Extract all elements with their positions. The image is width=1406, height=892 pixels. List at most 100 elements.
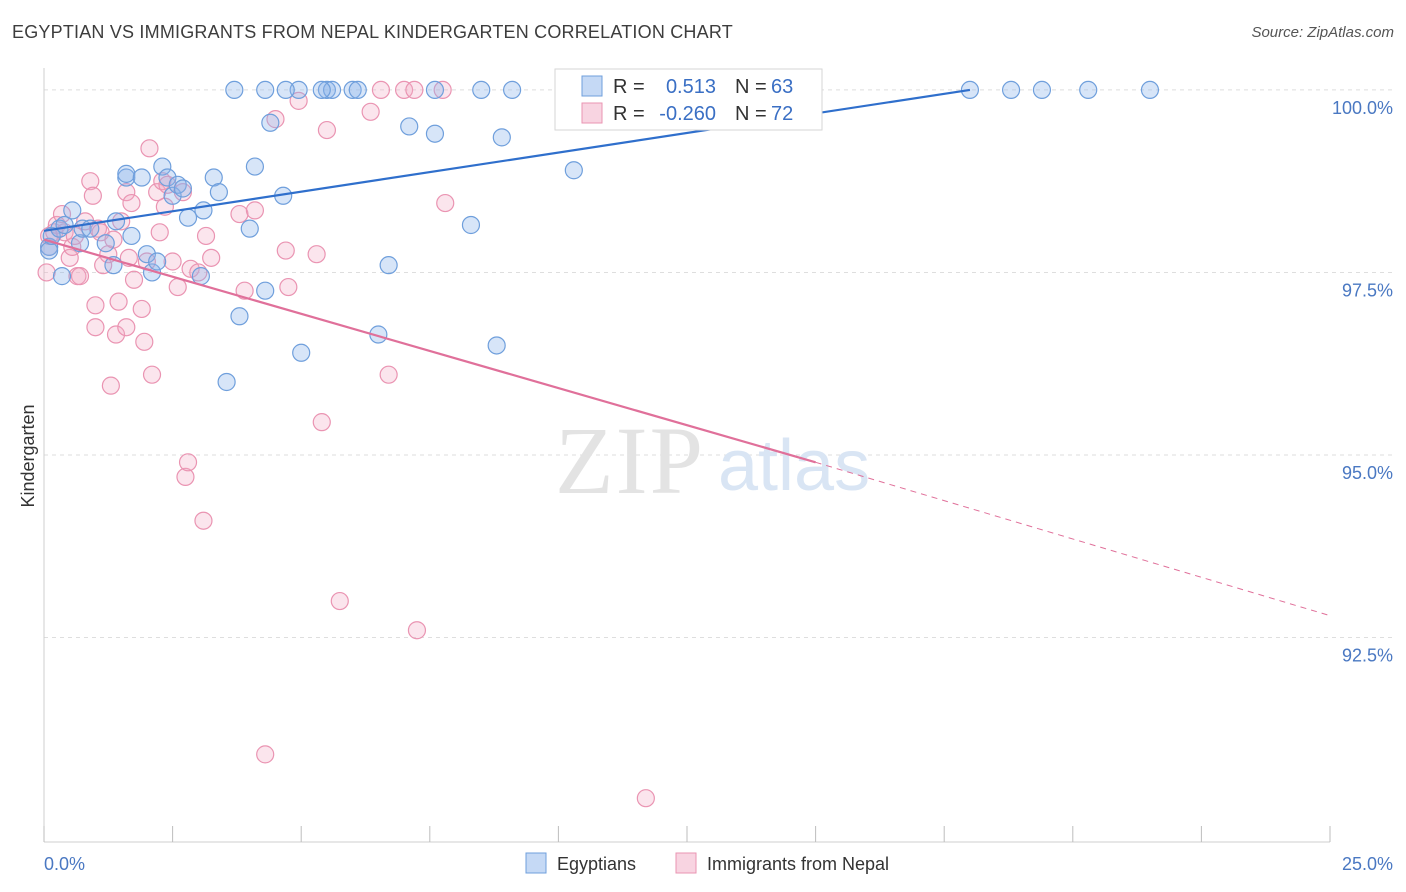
data-point — [348, 80, 367, 100]
axes — [43, 68, 1331, 843]
data-point — [83, 186, 102, 205]
data-point — [86, 296, 105, 315]
data-point — [312, 413, 331, 432]
data-point — [122, 193, 141, 213]
data-point — [86, 318, 105, 337]
data-point — [256, 80, 275, 100]
legend-n-label-1: N = — [735, 76, 767, 98]
data-point — [425, 124, 445, 143]
legend-swatch-blue — [581, 75, 603, 97]
data-point — [407, 621, 427, 640]
data-point — [436, 193, 455, 213]
data-point — [225, 80, 244, 100]
data-point — [503, 80, 522, 100]
data-point — [70, 267, 90, 286]
data-point — [117, 183, 136, 202]
data-point — [178, 453, 198, 472]
data-point — [137, 245, 156, 264]
data-point — [276, 241, 295, 260]
data-point — [158, 175, 177, 194]
data-point — [163, 252, 182, 271]
gridlines — [44, 89, 1393, 639]
chart-title: EGYPTIAN VS IMMIGRANTS FROM NEPAL KINDER… — [12, 22, 733, 42]
data-point — [230, 204, 249, 224]
data-point — [140, 139, 159, 158]
data-point — [276, 80, 295, 100]
data-point — [142, 365, 162, 384]
data-point — [1001, 80, 1021, 100]
data-point — [317, 80, 337, 100]
data-point — [240, 219, 259, 238]
data-point — [433, 80, 452, 100]
series-legend: Egyptians Immigrants from Nepal — [525, 852, 889, 874]
series-egyptians-points — [40, 80, 1160, 392]
data-point — [256, 281, 275, 300]
data-point — [636, 789, 655, 808]
x-tick-label-min: 0.0% — [44, 854, 85, 874]
data-point — [472, 80, 491, 100]
data-point — [1079, 80, 1098, 100]
data-point — [487, 336, 506, 355]
data-point — [1032, 80, 1052, 100]
data-point — [202, 248, 221, 267]
data-point — [96, 234, 115, 253]
legend-egyptians-label: Egyptians — [557, 854, 636, 874]
y-axis-title: Kindergarten — [18, 404, 38, 507]
x-tick-label-max: 25.0% — [1342, 854, 1393, 874]
data-point — [52, 204, 72, 224]
legend-n-label-2: N = — [735, 103, 767, 125]
data-point — [394, 80, 414, 100]
trend-line-egyptians — [43, 88, 971, 232]
data-point — [245, 201, 265, 220]
data-point — [400, 117, 419, 136]
data-point — [109, 292, 128, 311]
data-point — [178, 208, 198, 227]
data-point — [322, 80, 342, 100]
data-point — [194, 511, 213, 530]
data-point — [425, 80, 445, 100]
data-point — [292, 343, 311, 362]
data-point — [235, 281, 254, 300]
data-point — [158, 168, 177, 187]
data-point — [196, 226, 216, 246]
y-tick-label: 95.0% — [1342, 463, 1393, 483]
y-tick-label: 97.5% — [1342, 280, 1393, 300]
legend-egyptians-swatch — [525, 852, 547, 874]
data-point — [132, 168, 151, 187]
data-point — [168, 277, 187, 297]
data-point — [106, 325, 126, 344]
data-point — [317, 120, 337, 140]
series-immigrants-from-nepal-points — [37, 80, 655, 808]
y-tick-labels: 100.0% 97.5% 95.0% 92.5% — [1332, 98, 1393, 666]
data-point — [361, 102, 380, 121]
legend-r-label-1: R = — [613, 76, 645, 98]
stats-legend: R = 0.513 N = 63 R = -0.260 N = 72 — [554, 68, 823, 131]
data-point — [148, 252, 167, 271]
data-point — [52, 267, 72, 286]
data-point — [245, 157, 265, 176]
legend-swatch-pink — [581, 102, 603, 124]
data-point — [312, 80, 331, 100]
data-point — [117, 318, 136, 337]
data-point — [117, 164, 136, 183]
legend-r-value-2: -0.260 — [659, 103, 716, 125]
data-point — [176, 467, 195, 487]
data-point — [163, 186, 182, 205]
legend-n-value-1: 63 — [771, 76, 793, 98]
data-point — [379, 256, 398, 275]
data-point — [124, 270, 144, 289]
data-point — [37, 263, 56, 282]
legend-r-label-2: R = — [613, 103, 645, 125]
legend-r-value-1: 0.513 — [666, 76, 716, 98]
source-label: Source: ZipAtlas.com — [1251, 24, 1394, 41]
data-point — [461, 215, 481, 235]
data-point — [150, 223, 169, 242]
data-point — [122, 226, 141, 246]
data-point — [81, 172, 100, 191]
watermark-zip: ZIP — [555, 407, 705, 514]
data-point — [1140, 80, 1160, 100]
trend-line-nepal — [43, 238, 816, 464]
data-point — [330, 591, 349, 611]
data-point — [101, 376, 120, 395]
